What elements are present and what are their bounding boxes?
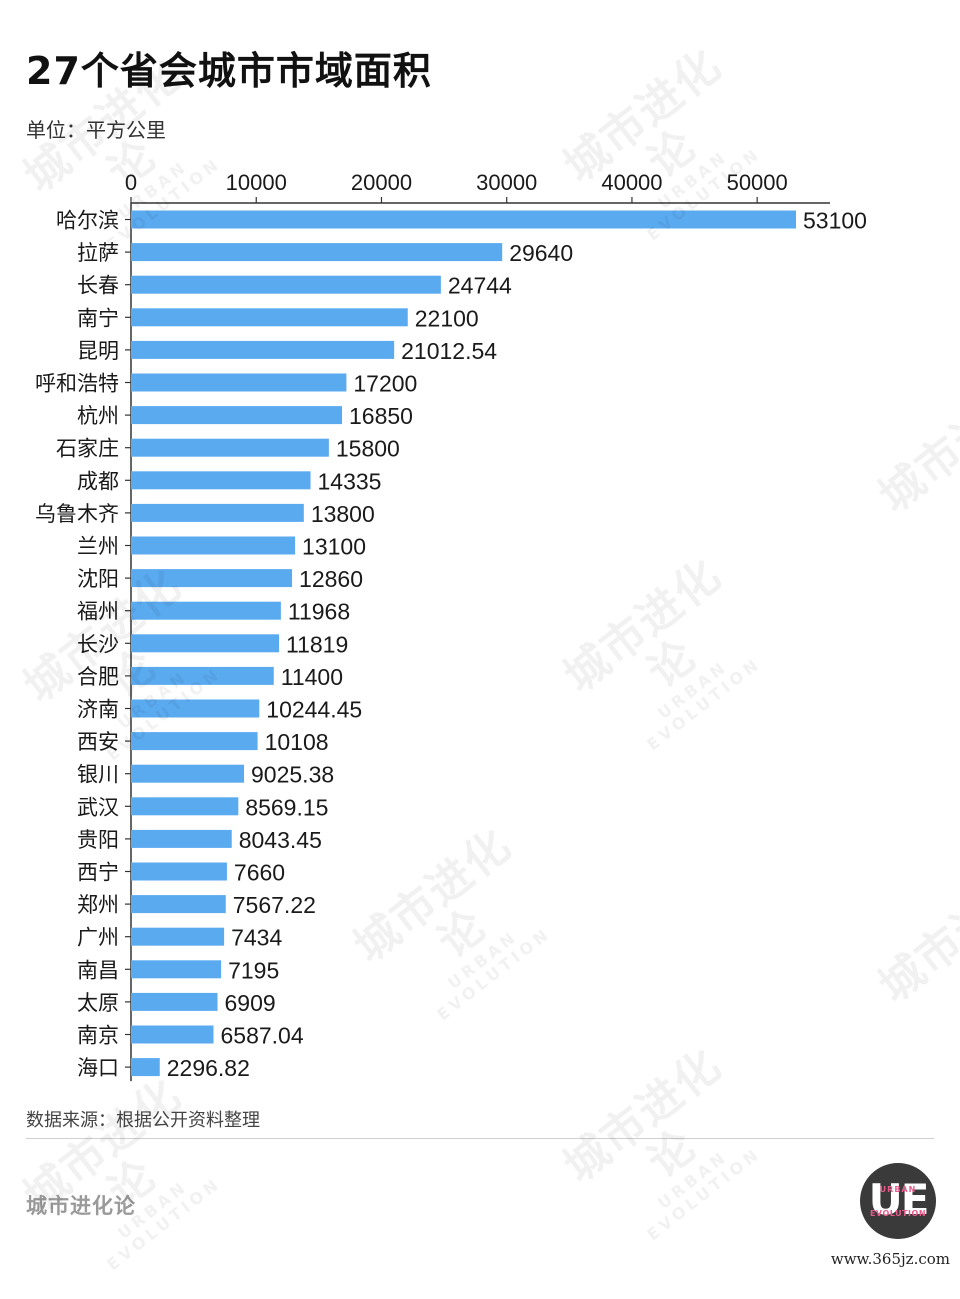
bar bbox=[131, 829, 232, 848]
category-label: 乌鲁木齐 bbox=[35, 502, 119, 526]
value-label: 16850 bbox=[349, 403, 413, 429]
value-label: 8043.45 bbox=[239, 827, 322, 853]
value-label: 21012.54 bbox=[401, 338, 497, 364]
value-label: 29640 bbox=[509, 240, 573, 266]
bar bbox=[131, 1025, 214, 1044]
value-label: 14335 bbox=[318, 468, 382, 494]
category-label: 海口 bbox=[77, 1056, 119, 1080]
category-label: 福州 bbox=[77, 600, 119, 624]
unit-label: 单位：平方公里 bbox=[26, 118, 166, 142]
bar bbox=[131, 601, 281, 620]
category-label: 沈阳 bbox=[77, 567, 119, 591]
category-label: 兰州 bbox=[77, 535, 119, 559]
logo-bottom-text: EVOLUTION bbox=[869, 1209, 927, 1218]
category-label: 西安 bbox=[77, 730, 119, 754]
category-label: 哈尔滨 bbox=[56, 209, 119, 233]
value-label: 6587.04 bbox=[220, 1023, 303, 1049]
category-label: 广州 bbox=[77, 926, 119, 950]
value-label: 6909 bbox=[225, 990, 276, 1016]
value-label: 7660 bbox=[234, 860, 285, 886]
bar bbox=[131, 895, 226, 914]
bar bbox=[131, 732, 258, 751]
bar bbox=[131, 927, 225, 946]
bar bbox=[131, 862, 227, 881]
chart-title: 27个省会城市市域面积 bbox=[26, 49, 432, 93]
category-label: 杭州 bbox=[77, 404, 119, 428]
x-tick-label: 20000 bbox=[351, 170, 412, 195]
bar bbox=[131, 666, 274, 685]
category-label: 长春 bbox=[77, 274, 119, 298]
category-label: 银川 bbox=[77, 763, 119, 787]
x-tick-label: 40000 bbox=[601, 170, 662, 195]
x-tick-label: 10000 bbox=[226, 170, 287, 195]
category-label: 济南 bbox=[77, 698, 119, 722]
x-tick-label: 50000 bbox=[727, 170, 788, 195]
bar bbox=[131, 438, 329, 457]
bar bbox=[131, 210, 796, 229]
category-label: 昆明 bbox=[77, 339, 119, 363]
value-label: 9025.38 bbox=[251, 762, 334, 788]
logo-mark: UE bbox=[868, 1175, 930, 1224]
value-label: 10244.45 bbox=[266, 697, 362, 723]
bar bbox=[131, 634, 280, 653]
category-label: 郑州 bbox=[77, 893, 119, 917]
bar bbox=[131, 243, 503, 262]
category-label: 太原 bbox=[77, 991, 119, 1015]
category-label: 长沙 bbox=[77, 632, 119, 656]
x-tick-label: 0 bbox=[125, 170, 137, 195]
value-label: 11400 bbox=[281, 664, 343, 690]
brand-name: 城市进化论 bbox=[26, 1194, 136, 1218]
category-label: 呼和浩特 bbox=[35, 372, 119, 396]
value-label: 15800 bbox=[336, 436, 400, 462]
value-label: 13100 bbox=[302, 534, 366, 560]
watermark-en: URBAN EVOLUTION bbox=[643, 1143, 765, 1245]
data-source: 数据来源：根据公开资料整理 bbox=[26, 1110, 260, 1131]
value-label: 7434 bbox=[231, 925, 282, 951]
bar bbox=[131, 764, 245, 783]
bar bbox=[131, 308, 408, 327]
value-label: 12860 bbox=[299, 566, 363, 592]
bar bbox=[131, 569, 293, 588]
bar bbox=[131, 373, 347, 392]
bar bbox=[131, 699, 260, 718]
bar bbox=[131, 471, 311, 490]
value-label: 22100 bbox=[415, 305, 479, 331]
category-label: 西宁 bbox=[77, 861, 119, 885]
bar bbox=[131, 340, 395, 359]
value-label: 7195 bbox=[228, 957, 279, 983]
value-label: 13800 bbox=[311, 501, 375, 527]
bar bbox=[131, 275, 441, 294]
category-label: 南昌 bbox=[77, 958, 119, 982]
category-label: 贵阳 bbox=[77, 828, 119, 852]
value-label: 24744 bbox=[448, 273, 512, 299]
footer-divider bbox=[26, 1138, 934, 1139]
value-label: 7567.22 bbox=[233, 892, 316, 918]
value-label: 11819 bbox=[286, 631, 348, 657]
value-label: 2296.82 bbox=[167, 1055, 250, 1081]
bar bbox=[131, 1058, 160, 1077]
value-label: 8569.15 bbox=[245, 794, 328, 820]
value-label: 10108 bbox=[265, 729, 329, 755]
value-label: 17200 bbox=[353, 371, 417, 397]
bar bbox=[131, 992, 218, 1011]
category-label: 南京 bbox=[77, 1024, 119, 1048]
category-label: 南宁 bbox=[77, 306, 119, 330]
category-label: 武汉 bbox=[77, 795, 119, 819]
bar-chart: 0 10000 20000 30000 40000 50000 哈尔滨 53100 拉萨 2964… bbox=[35, 170, 867, 1082]
bar bbox=[131, 797, 239, 816]
brand-logo: UE URBAN EVOLUTION bbox=[860, 1163, 936, 1239]
site-url: www.365jz.com bbox=[830, 1250, 950, 1268]
x-tick-label: 30000 bbox=[476, 170, 537, 195]
bar bbox=[131, 406, 343, 425]
bar bbox=[131, 503, 304, 522]
value-label: 11968 bbox=[288, 599, 350, 625]
category-label: 拉萨 bbox=[77, 241, 119, 265]
category-label: 合肥 bbox=[77, 665, 119, 689]
bar bbox=[131, 960, 222, 979]
category-label: 成都 bbox=[77, 469, 119, 493]
logo-top-text: URBAN bbox=[879, 1185, 917, 1194]
value-label: 53100 bbox=[803, 208, 867, 234]
bar bbox=[131, 536, 296, 555]
category-label: 石家庄 bbox=[56, 437, 119, 461]
